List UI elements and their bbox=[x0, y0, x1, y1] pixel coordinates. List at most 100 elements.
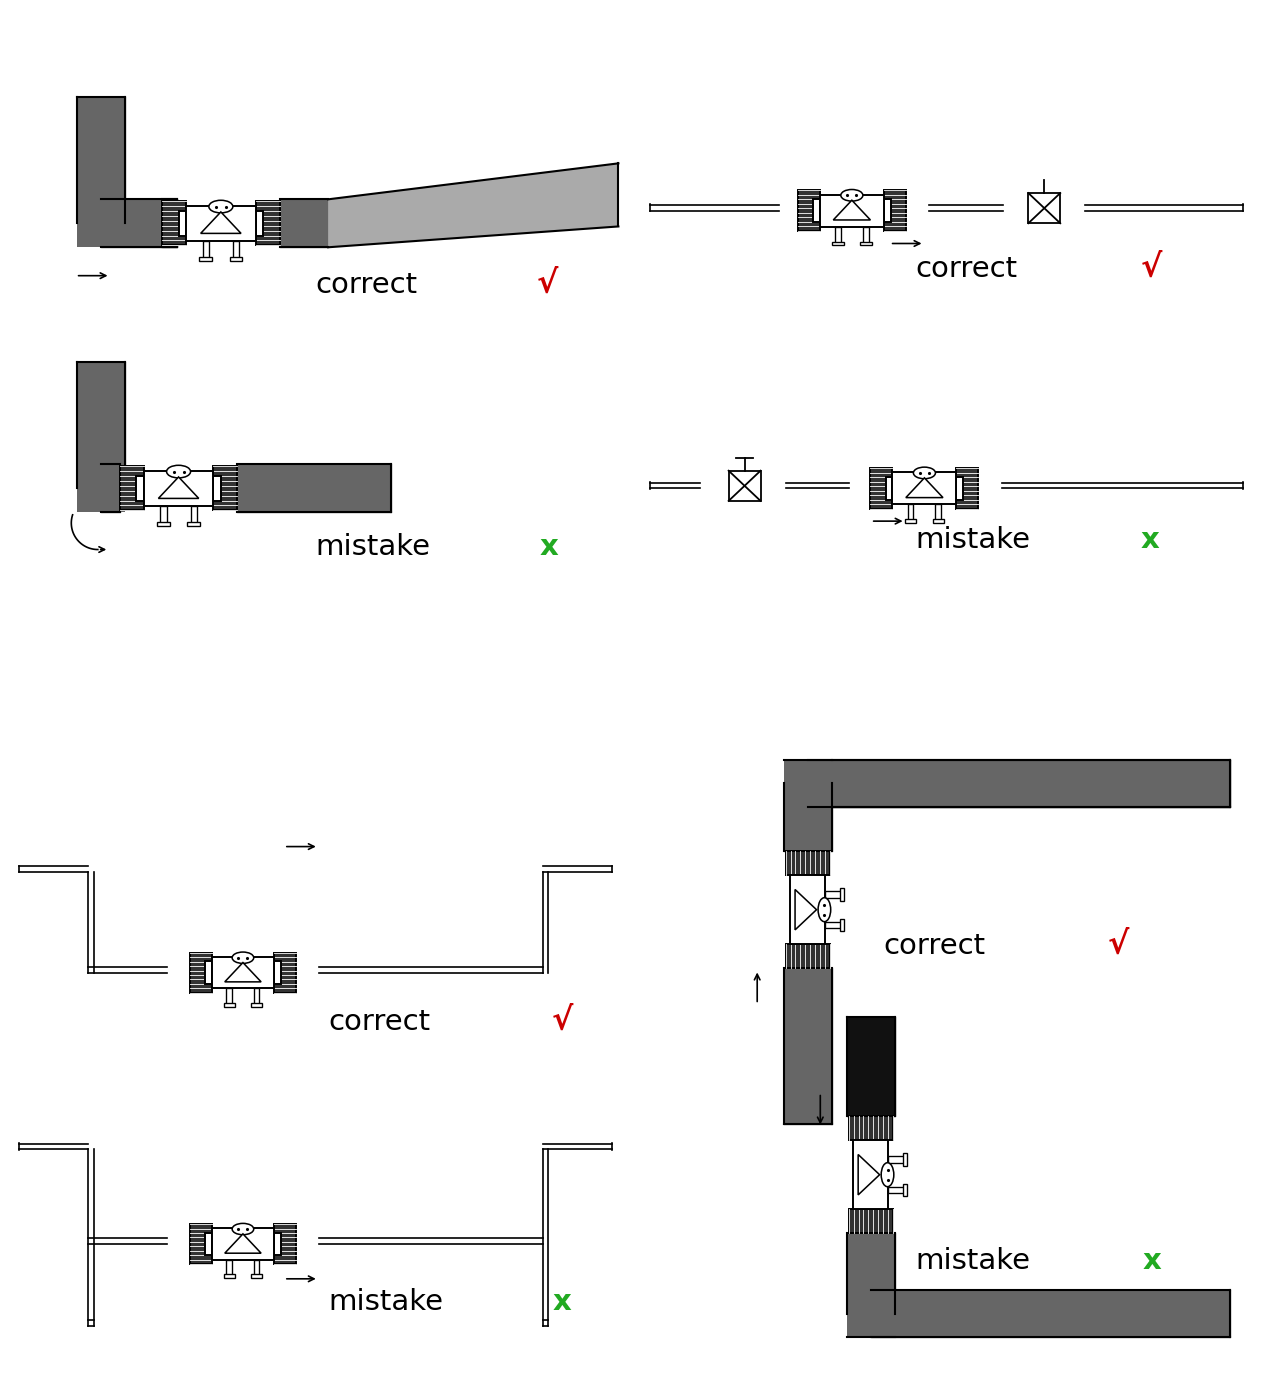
Bar bbox=[223, 1275, 235, 1278]
Bar bbox=[785, 945, 830, 969]
Bar bbox=[188, 521, 201, 526]
Bar bbox=[892, 473, 957, 505]
Text: √: √ bbox=[536, 268, 558, 299]
Bar bbox=[798, 190, 820, 231]
Bar bbox=[255, 201, 280, 246]
Bar bbox=[187, 206, 256, 240]
Bar bbox=[191, 1225, 212, 1264]
Polygon shape bbox=[858, 1155, 880, 1195]
Bar bbox=[886, 477, 892, 500]
Bar bbox=[77, 464, 125, 512]
Bar bbox=[905, 520, 916, 523]
Bar bbox=[274, 962, 281, 984]
Bar bbox=[160, 506, 167, 523]
Bar bbox=[204, 962, 212, 984]
Bar bbox=[858, 1202, 883, 1209]
Bar bbox=[795, 937, 820, 945]
Bar bbox=[848, 1209, 892, 1233]
Bar bbox=[904, 1153, 907, 1166]
Polygon shape bbox=[795, 889, 817, 930]
Polygon shape bbox=[201, 212, 241, 233]
Bar bbox=[883, 190, 906, 231]
Text: correct: correct bbox=[883, 932, 986, 960]
Bar bbox=[847, 1289, 895, 1338]
Bar bbox=[274, 1225, 295, 1264]
Bar bbox=[212, 958, 274, 988]
Bar bbox=[136, 475, 144, 500]
Bar bbox=[820, 194, 883, 226]
Bar bbox=[191, 506, 197, 523]
Ellipse shape bbox=[209, 200, 232, 212]
Polygon shape bbox=[328, 164, 618, 247]
Text: x: x bbox=[1142, 1247, 1161, 1275]
Bar bbox=[254, 1260, 260, 1275]
Bar bbox=[888, 1187, 906, 1192]
Bar bbox=[274, 953, 295, 993]
Polygon shape bbox=[225, 1234, 261, 1253]
Polygon shape bbox=[159, 477, 199, 499]
Bar bbox=[825, 892, 843, 898]
Bar bbox=[840, 888, 844, 900]
Bar bbox=[254, 988, 260, 1004]
Text: mistake: mistake bbox=[328, 1289, 443, 1317]
Ellipse shape bbox=[232, 1223, 254, 1234]
Bar bbox=[1029, 193, 1060, 224]
Bar bbox=[904, 1184, 907, 1197]
Ellipse shape bbox=[167, 466, 191, 478]
Bar bbox=[883, 199, 891, 222]
Bar bbox=[255, 211, 264, 236]
Text: x: x bbox=[553, 1289, 570, 1317]
Bar bbox=[859, 242, 872, 245]
Bar bbox=[825, 921, 843, 928]
Text: √: √ bbox=[1108, 930, 1128, 960]
Bar bbox=[871, 468, 892, 509]
Bar bbox=[156, 521, 169, 526]
Ellipse shape bbox=[840, 190, 863, 201]
Ellipse shape bbox=[232, 952, 254, 963]
Bar bbox=[251, 1275, 262, 1278]
Bar bbox=[223, 1004, 235, 1007]
Bar bbox=[199, 257, 212, 261]
Bar bbox=[204, 1233, 212, 1255]
Bar bbox=[274, 1233, 281, 1255]
Bar bbox=[203, 240, 209, 259]
Bar bbox=[77, 200, 125, 247]
Bar bbox=[848, 1116, 892, 1139]
Bar bbox=[785, 851, 830, 875]
Bar bbox=[728, 471, 761, 500]
Bar bbox=[832, 242, 844, 245]
Bar bbox=[226, 988, 232, 1004]
Bar bbox=[858, 1139, 883, 1148]
Bar bbox=[213, 475, 221, 500]
Bar bbox=[935, 505, 941, 520]
Bar bbox=[163, 201, 187, 246]
Text: x: x bbox=[1141, 526, 1160, 554]
Ellipse shape bbox=[818, 898, 830, 921]
Ellipse shape bbox=[881, 1163, 893, 1187]
Bar bbox=[230, 257, 242, 261]
Bar bbox=[790, 875, 825, 945]
Bar bbox=[813, 199, 820, 222]
Bar bbox=[957, 468, 978, 509]
Polygon shape bbox=[833, 200, 871, 219]
Polygon shape bbox=[906, 478, 943, 498]
Bar bbox=[853, 1139, 888, 1209]
Bar bbox=[863, 226, 868, 243]
Bar bbox=[226, 1260, 232, 1275]
Bar bbox=[213, 467, 237, 510]
Text: mistake: mistake bbox=[316, 533, 430, 561]
Polygon shape bbox=[225, 963, 261, 981]
Bar bbox=[907, 505, 914, 520]
Bar bbox=[179, 211, 187, 236]
Text: correct: correct bbox=[915, 254, 1017, 282]
Bar bbox=[795, 875, 820, 882]
Text: mistake: mistake bbox=[915, 1247, 1030, 1275]
Bar bbox=[233, 240, 240, 259]
Bar bbox=[784, 759, 832, 808]
Ellipse shape bbox=[914, 467, 935, 478]
Bar bbox=[933, 520, 944, 523]
Bar bbox=[840, 918, 844, 931]
Bar bbox=[212, 1229, 274, 1260]
Text: √: √ bbox=[1141, 253, 1162, 284]
Bar bbox=[191, 953, 212, 993]
